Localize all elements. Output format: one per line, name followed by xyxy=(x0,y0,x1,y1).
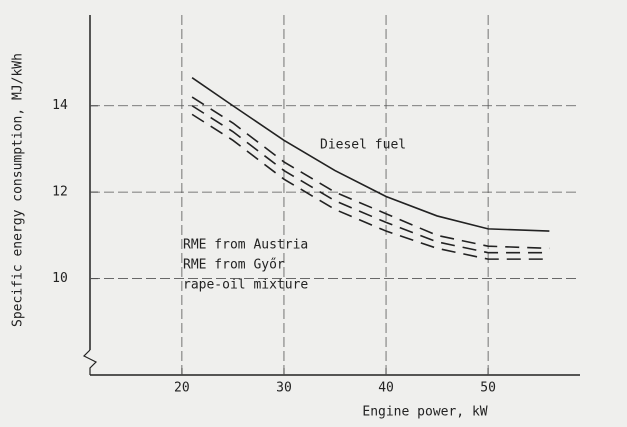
series-label: RME from Austria xyxy=(183,238,308,253)
x-axis-label: Engine power, kW xyxy=(362,405,487,420)
series-line xyxy=(191,76,550,232)
y-axis-label: Specific energy consumption, MJ/kWh xyxy=(11,53,26,327)
y-tick-label: 12 xyxy=(52,185,68,200)
x-tick-label: 50 xyxy=(480,381,496,396)
series-label: RME from Győr xyxy=(183,258,285,273)
y-tick-label: 10 xyxy=(52,271,68,286)
x-tick-label: 30 xyxy=(276,381,292,396)
series-label: Diesel fuel xyxy=(320,138,406,153)
x-tick-label: 40 xyxy=(378,381,394,396)
series-line xyxy=(191,96,550,250)
y-tick-label: 14 xyxy=(52,98,68,113)
axis-break xyxy=(82,349,98,375)
series-line xyxy=(191,105,550,254)
x-tick-label: 20 xyxy=(174,381,190,396)
series-line xyxy=(191,113,550,260)
series-label: rape-oil mixture xyxy=(183,278,308,293)
